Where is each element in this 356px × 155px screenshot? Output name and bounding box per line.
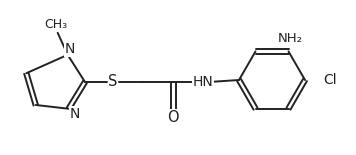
Text: S: S [108,75,118,89]
Text: Cl: Cl [323,73,337,87]
Text: NH₂: NH₂ [278,32,303,45]
Text: CH₃: CH₃ [44,18,67,31]
Text: N: N [64,42,75,56]
Text: HN: HN [193,75,213,89]
Text: O: O [167,109,179,124]
Text: N: N [69,107,80,121]
